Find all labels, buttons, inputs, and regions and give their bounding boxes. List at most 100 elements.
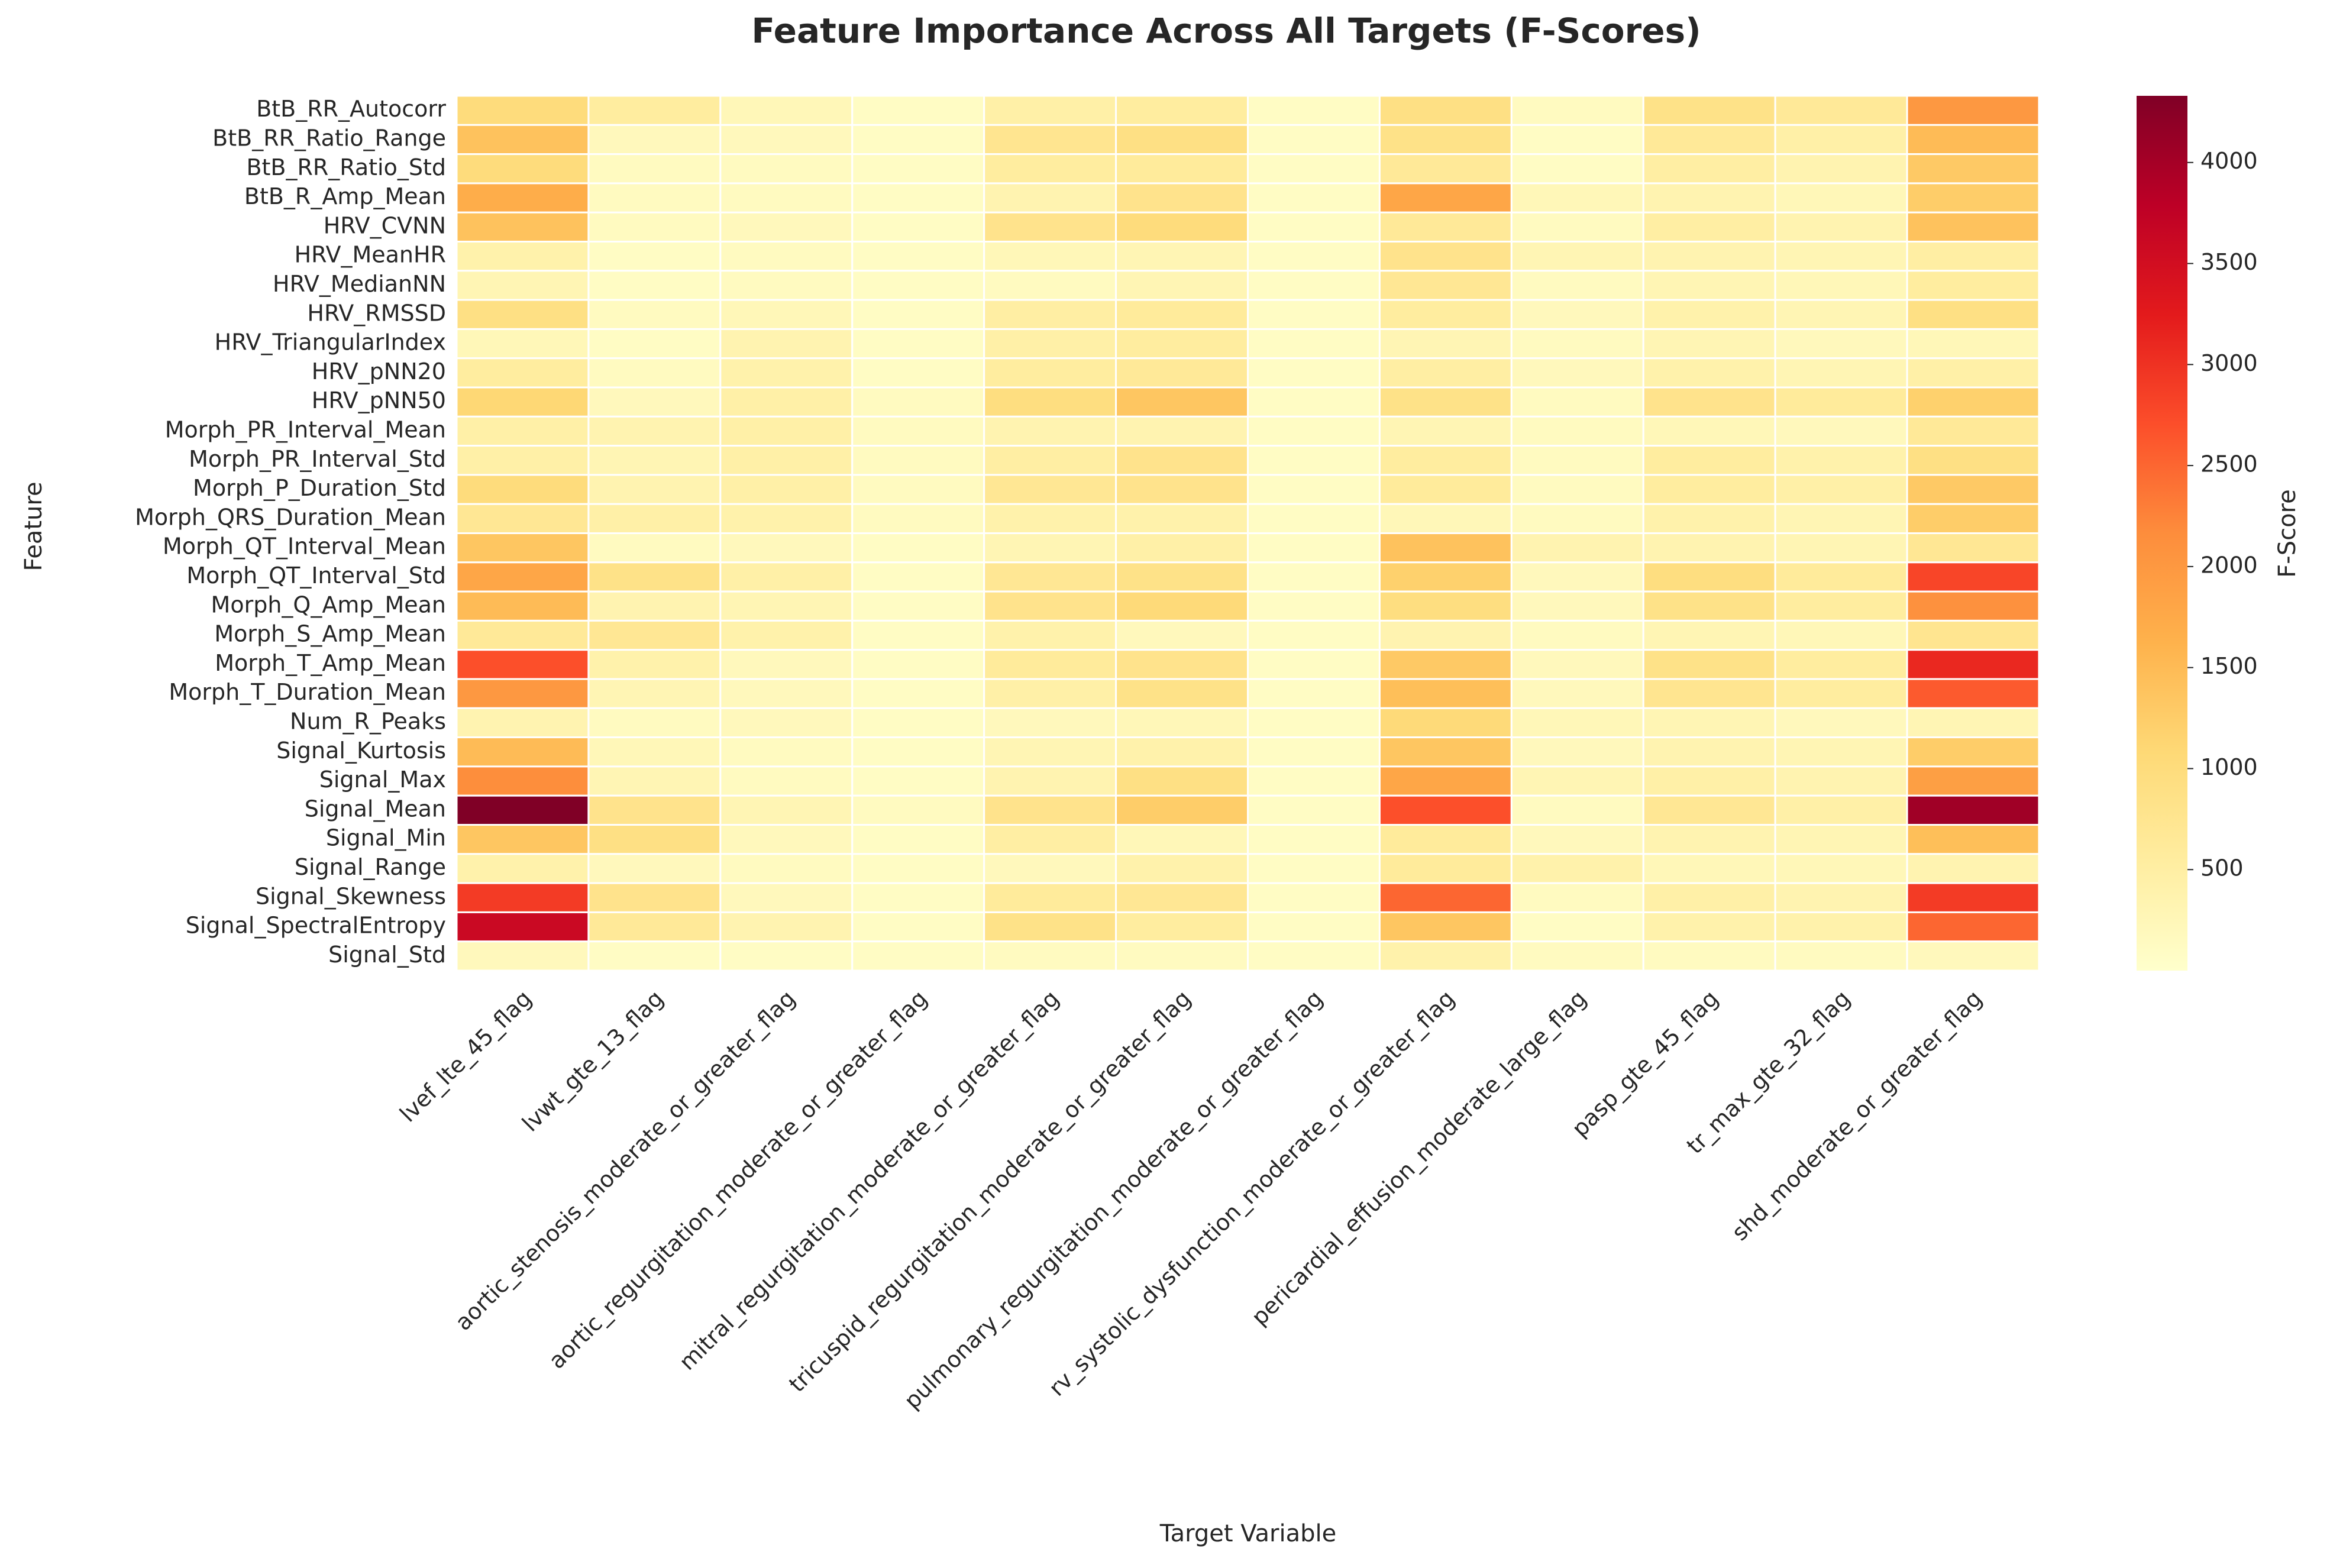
heatmap-cell: [851, 328, 985, 360]
heatmap-cell: [851, 794, 985, 826]
heatmap-cell: [719, 415, 854, 447]
heatmap-cell: [1906, 619, 2040, 651]
heatmap-cell: [455, 940, 590, 972]
heatmap-cell: [1906, 299, 2040, 330]
heatmap-cell: [1378, 503, 1513, 535]
heatmap-cell: [1774, 649, 1908, 680]
heatmap-cell: [851, 853, 985, 884]
heatmap-cell: [1906, 211, 2040, 243]
heatmap-cell: [983, 153, 1117, 185]
heatmap-cell: [1115, 503, 1249, 535]
heatmap-cell: [1774, 824, 1908, 855]
heatmap-cell: [719, 678, 854, 709]
heatmap-cell: [587, 707, 722, 739]
heatmap-cell: [1774, 532, 1908, 564]
heatmap-cell: [1510, 182, 1644, 214]
heatmap-cell: [1774, 882, 1908, 913]
heatmap-cell: [1774, 561, 1908, 593]
heatmap-cell: [1642, 241, 1776, 272]
heatmap-cell: [1510, 561, 1644, 593]
row-tick-label: HRV_pNN50: [312, 387, 446, 413]
heatmap-cell: [1774, 211, 1908, 243]
heatmap-cell: [719, 503, 854, 535]
heatmap-cell: [1906, 270, 2040, 301]
heatmap-cell: [1774, 678, 1908, 709]
heatmap-cell: [719, 95, 854, 126]
heatmap-cell: [1247, 299, 1381, 330]
row-tick-label: BtB_RR_Autocorr: [256, 96, 446, 122]
heatmap-cell: [455, 853, 590, 884]
heatmap-cell: [1906, 328, 2040, 360]
heatmap-cell: [983, 824, 1117, 855]
heatmap-cell: [1642, 270, 1776, 301]
heatmap-cell: [1115, 532, 1249, 564]
heatmap-cell: [851, 241, 985, 272]
heatmap-cell: [587, 95, 722, 126]
heatmap-cell: [719, 911, 854, 943]
heatmap-cell: [719, 124, 854, 156]
heatmap-cell: [1247, 882, 1381, 913]
heatmap-cell: [1774, 590, 1908, 622]
heatmap-cell: [1774, 357, 1908, 389]
row-tick-label: Signal_Mean: [305, 796, 446, 822]
heatmap-cell: [1510, 619, 1644, 651]
heatmap-cell: [719, 357, 854, 389]
heatmap-cell: [1642, 153, 1776, 185]
heatmap-cell: [851, 153, 985, 185]
row-tick-label: HRV_CVNN: [324, 212, 446, 238]
heatmap-cell: [1378, 445, 1513, 476]
heatmap-cell: [1378, 707, 1513, 739]
heatmap-cell: [1115, 765, 1249, 797]
heatmap-cell: [1510, 765, 1644, 797]
heatmap-cell: [1906, 95, 2040, 126]
heatmap-cell: [455, 415, 590, 447]
heatmap-cell: [587, 794, 722, 826]
heatmap-cell: [587, 824, 722, 855]
heatmap-cell: [983, 182, 1117, 214]
heatmap-cell: [1247, 794, 1381, 826]
colorbar-tick-label: 4000: [2200, 148, 2258, 174]
heatmap-cell: [1115, 474, 1249, 505]
row-tick-label: Signal_Skewness: [256, 883, 446, 909]
heatmap-cell: [1247, 474, 1381, 505]
row-tick-label: Signal_Std: [328, 942, 446, 968]
colorbar-tick-label: 2500: [2200, 451, 2258, 477]
heatmap-cell: [719, 649, 854, 680]
heatmap-cell: [1115, 853, 1249, 884]
heatmap-cell: [983, 474, 1117, 505]
heatmap-cell: [1774, 153, 1908, 185]
heatmap-cell: [983, 503, 1117, 535]
heatmap-cell: [1247, 445, 1381, 476]
colorbar-ticks: 500 1000 1500 2000 2500 3000 3500 4000: [2187, 148, 2258, 881]
heatmap-cell: [983, 678, 1117, 709]
heatmap-cell: [1774, 386, 1908, 418]
heatmap-cell: [1906, 736, 2040, 768]
heatmap-cell: [1774, 95, 1908, 126]
heatmap-cell: [1906, 532, 2040, 564]
heatmap-cell: [1378, 765, 1513, 797]
heatmap-cell: [1642, 474, 1776, 505]
heatmap-cell: [1378, 824, 1513, 855]
heatmap-cell: [1247, 211, 1381, 243]
heatmap-cell: [851, 211, 985, 243]
heatmap-cell: [1247, 765, 1381, 797]
row-tick-label: Morph_QT_Interval_Mean: [163, 534, 446, 560]
heatmap-cell: [1642, 415, 1776, 447]
heatmap-cell: [587, 736, 722, 768]
colorbar-tick-label: 2000: [2200, 552, 2258, 578]
heatmap-cell: [983, 124, 1117, 156]
heatmap-cell: [1378, 649, 1513, 680]
heatmap-cell: [851, 649, 985, 680]
heatmap-cell: [719, 241, 854, 272]
heatmap-cell: [983, 590, 1117, 622]
heatmap-cell: [1247, 561, 1381, 593]
heatmap-cell: [1115, 357, 1249, 389]
heatmap-cell: [455, 474, 590, 505]
heatmap-cell: [719, 299, 854, 330]
heatmap-cell: [1510, 153, 1644, 185]
row-tick-label: Morph_QT_Interval_Std: [186, 562, 446, 589]
heatmap-cell: [1378, 153, 1513, 185]
heatmap-cell: [455, 241, 590, 272]
